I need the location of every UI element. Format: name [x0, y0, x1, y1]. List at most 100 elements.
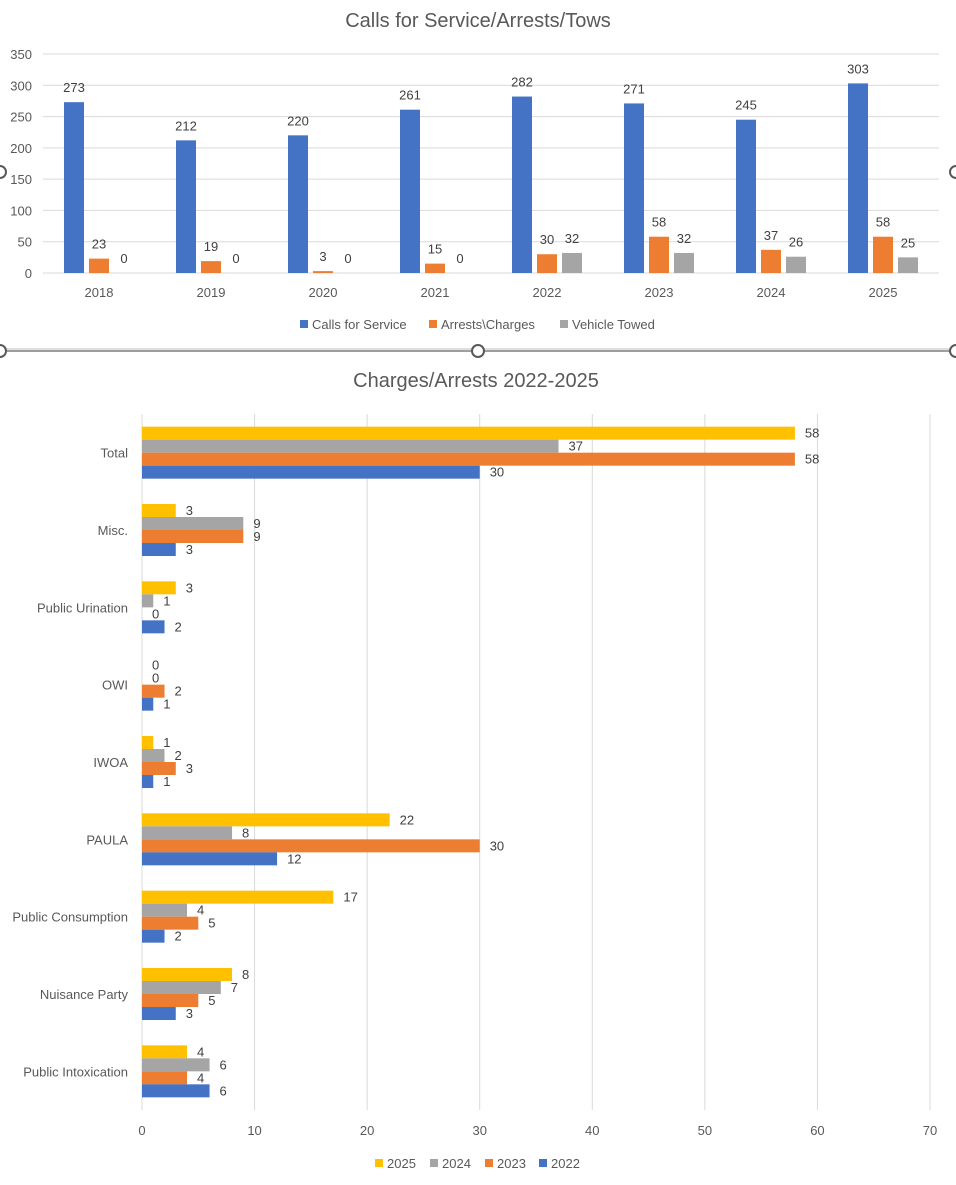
data-label: 8: [242, 825, 249, 840]
bar: [736, 119, 756, 273]
resize-handle-left[interactable]: [0, 344, 7, 358]
bar: [142, 620, 165, 634]
data-label: 19: [204, 239, 218, 254]
bar: [288, 135, 308, 273]
data-label: 22: [400, 812, 414, 827]
y-tick-label: 250: [10, 110, 32, 125]
y-axis-categories: Total Misc. Public Urination OWI IWOA PAULA Pu…: [12, 446, 128, 1080]
legend-swatch: [485, 1159, 493, 1167]
bar: [313, 271, 333, 273]
data-label: 0: [456, 251, 463, 266]
bar: [898, 257, 918, 273]
bar: [142, 697, 154, 711]
bar: [142, 852, 278, 866]
x-axis-ticks: 0 10 20 30 40 50 60 70: [138, 1123, 937, 1138]
category-label: Public Intoxication: [23, 1064, 128, 1079]
data-label: 58: [805, 426, 819, 441]
category-label: IWOA: [93, 755, 128, 770]
data-label: 6: [220, 1057, 227, 1072]
resize-handle-center[interactable]: [471, 344, 485, 358]
bar: [512, 96, 532, 273]
legend: Calls for Service Arrests\Charges Vehicle …: [300, 317, 655, 332]
bar: [142, 890, 334, 904]
legend-label: 2025: [387, 1156, 416, 1171]
bar: [176, 140, 196, 273]
bar: [873, 236, 893, 273]
charges-arrests-chart[interactable]: Charges/Arrests 2022-2025 58375830399331…: [12, 370, 937, 1171]
data-label: 32: [677, 231, 691, 246]
bar: [142, 1045, 188, 1059]
data-label: 245: [735, 98, 757, 113]
bar: [142, 452, 795, 466]
data-label: 4: [197, 1070, 204, 1085]
x-tick-label: 30: [472, 1123, 486, 1138]
x-tick-label: 0: [138, 1123, 145, 1138]
bar: [142, 994, 199, 1007]
y-axis-ticks: 0 50 100 150 200 250 300 350: [10, 47, 32, 281]
data-label: 58: [805, 452, 819, 467]
category-label: Total: [101, 446, 129, 461]
resize-handle-right[interactable]: [949, 344, 956, 358]
data-label: 58: [652, 215, 666, 230]
x-tick-label: 2024: [757, 285, 786, 300]
x-tick-label: 70: [923, 1123, 937, 1138]
bar: [142, 1071, 188, 1085]
legend-label: 2023: [497, 1156, 526, 1171]
x-tick-label: 2019: [197, 285, 226, 300]
x-tick-label: 2021: [421, 285, 450, 300]
data-label: 7: [231, 980, 238, 995]
bar: [142, 736, 154, 749]
bar: [786, 256, 806, 273]
legend-swatch: [430, 1159, 438, 1167]
bar: [848, 83, 868, 273]
data-label: 1: [163, 697, 170, 712]
bar: [674, 252, 694, 273]
data-label: 273: [63, 80, 85, 95]
y-tick-label: 0: [25, 266, 32, 281]
data-label: 303: [847, 61, 869, 76]
legend-label: 2022: [551, 1156, 580, 1171]
data-label: 5: [208, 993, 215, 1008]
x-tick-label: 20: [360, 1123, 374, 1138]
data-label: 30: [490, 838, 504, 853]
category-label: PAULA: [86, 832, 128, 847]
data-label: 23: [92, 237, 106, 252]
data-label: 1: [163, 774, 170, 789]
bar: [142, 981, 221, 994]
resize-handle-mid-left[interactable]: [0, 165, 7, 179]
bar: [142, 504, 176, 517]
category-label: Public Consumption: [12, 910, 128, 925]
category-label: Public Urination: [37, 600, 128, 615]
bar: [142, 465, 480, 479]
data-label: 1: [163, 593, 170, 608]
data-label: 9: [253, 529, 260, 544]
bar: [142, 594, 154, 608]
bar-series: [64, 83, 918, 274]
data-label: 37: [764, 228, 778, 243]
bar: [142, 968, 233, 981]
data-label: 26: [789, 235, 803, 250]
legend-label: Arrests\Charges: [441, 317, 535, 332]
bar: [761, 249, 781, 273]
resize-handle-mid-right[interactable]: [949, 165, 956, 179]
bar: [142, 826, 233, 840]
y-tick-label: 200: [10, 141, 32, 156]
category-label: Nuisance Party: [40, 987, 129, 1002]
data-label: 2: [175, 748, 182, 763]
data-label: 2: [175, 929, 182, 944]
bar: [142, 762, 176, 775]
bar: [142, 903, 188, 917]
bar: [142, 684, 165, 698]
calls-arrests-tows-chart[interactable]: Calls for Service/Arrests/Tows 050100150…: [10, 10, 939, 332]
x-tick-label: 2018: [85, 285, 114, 300]
x-axis-ticks: 2018 2019 2020 2021 2022 2023 2024 2025: [85, 285, 898, 300]
data-label: 32: [565, 231, 579, 246]
category-label: OWI: [102, 678, 128, 693]
data-label: 17: [343, 890, 357, 905]
bar: [142, 916, 199, 930]
data-label: 271: [623, 81, 645, 96]
data-label: 1: [163, 735, 170, 750]
data-label: 3: [186, 503, 193, 518]
